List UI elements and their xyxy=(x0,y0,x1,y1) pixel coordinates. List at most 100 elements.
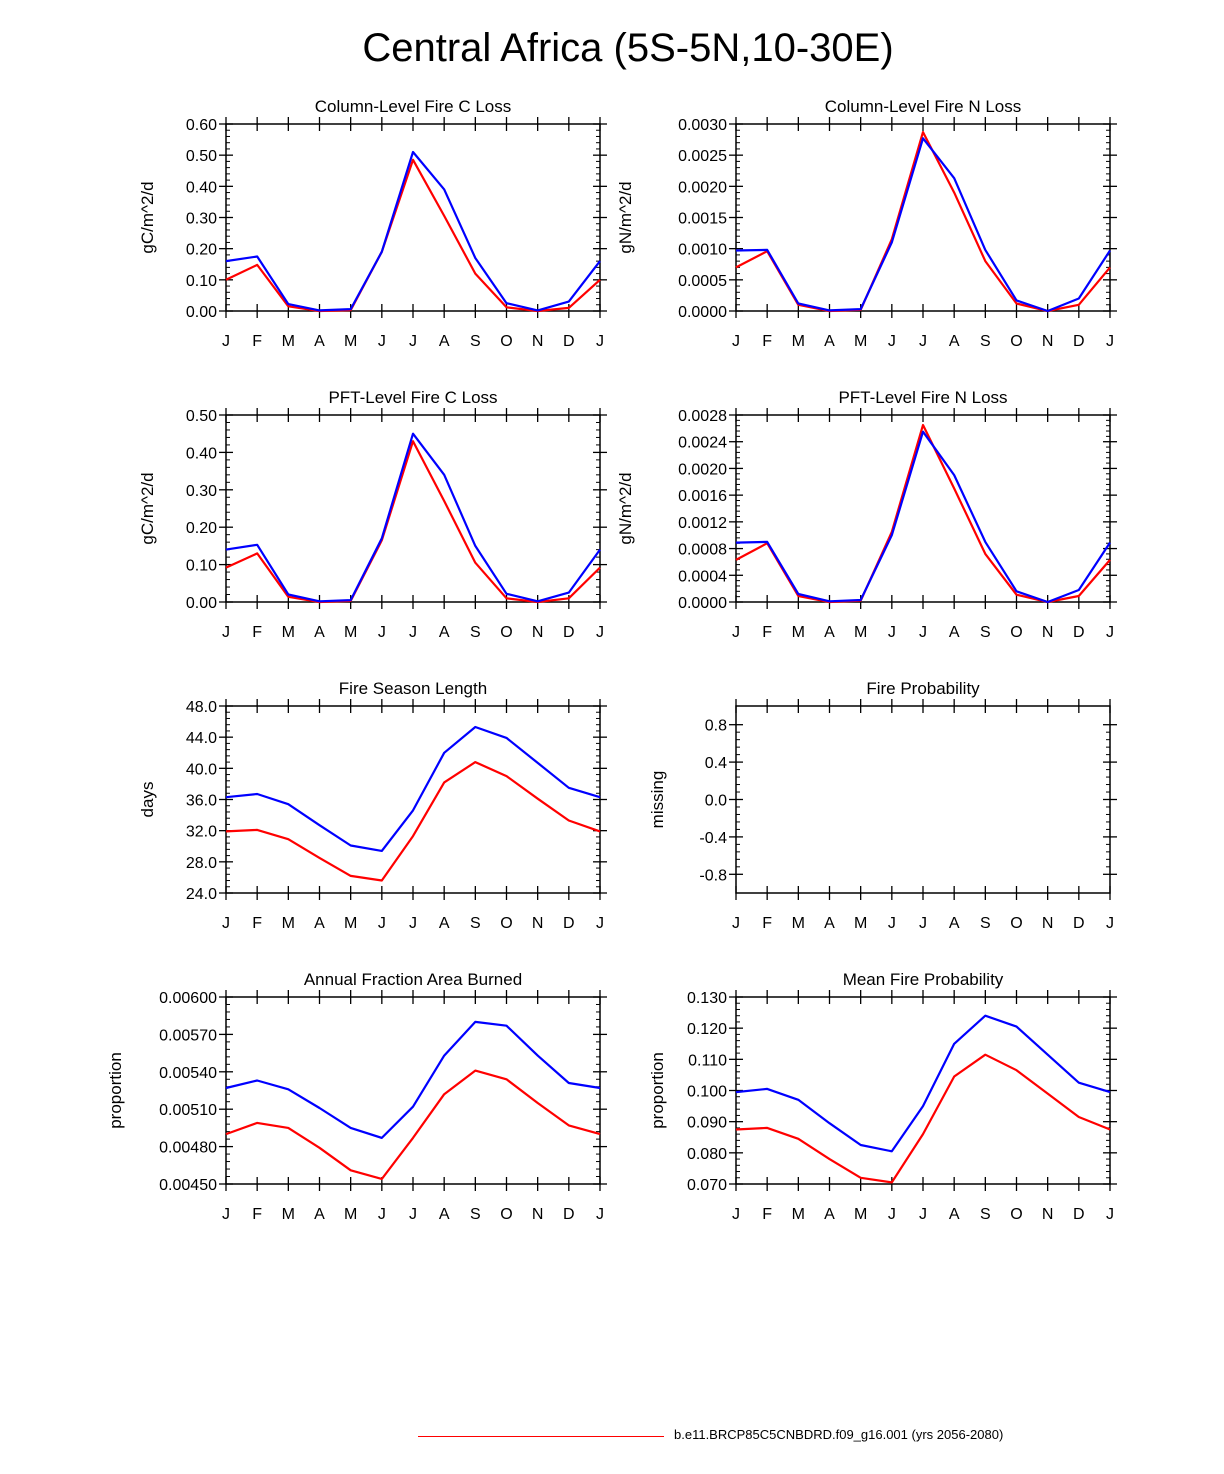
x-tick-label: F xyxy=(762,624,772,641)
x-tick-label: J xyxy=(378,1206,386,1223)
x-tick-label: F xyxy=(252,915,262,932)
y-tick-label: 0.50 xyxy=(186,148,217,165)
x-tick-label: A xyxy=(824,624,835,641)
y-tick-label: 0.0008 xyxy=(678,542,727,559)
x-tick-label: M xyxy=(282,624,295,641)
legend-line-swatch xyxy=(418,1436,664,1437)
y-tick-label: 0.0030 xyxy=(678,117,727,134)
series-line-red xyxy=(225,1069,601,1181)
y-tick-label: 0.070 xyxy=(687,1177,727,1194)
x-tick-label: N xyxy=(532,915,544,932)
y-tick-label: 0.40 xyxy=(186,445,217,462)
x-tick-label: J xyxy=(596,624,604,641)
y-tick-label: 44.0 xyxy=(186,730,217,747)
x-tick-label: D xyxy=(563,624,575,641)
x-tick-label: N xyxy=(532,333,544,350)
x-tick-label: J xyxy=(732,624,740,641)
series-line-blue xyxy=(735,1014,1111,1153)
x-tick-label: J xyxy=(409,1206,417,1223)
x-tick-label: J xyxy=(378,915,386,932)
chart-panel-5: J F M A M J J A S O N D J 24.0 28.0 32.0 36.0 40.0 44.0 48.… xyxy=(138,679,607,932)
x-tick-label: A xyxy=(439,915,450,932)
x-tick-label: J xyxy=(378,624,386,641)
panel-title: Fire Season Length xyxy=(339,679,487,698)
x-tick-label: N xyxy=(532,1206,544,1223)
x-tick-label: O xyxy=(500,624,512,641)
x-tick-label: M xyxy=(344,333,357,350)
chart-panel-4: J F M A M J J A S O N D J 0.0000 0.0004 0.0008 0.0012 0.0… xyxy=(616,388,1117,641)
y-tick-label: 0.100 xyxy=(687,1084,727,1101)
series-line-red xyxy=(735,131,1111,313)
x-tick-label: A xyxy=(439,1206,450,1223)
x-tick-label: A xyxy=(314,624,325,641)
series-line-blue xyxy=(225,432,601,603)
x-tick-label: J xyxy=(919,333,927,350)
x-tick-label: A xyxy=(314,333,325,350)
x-tick-label: F xyxy=(762,915,772,932)
legend-label: b.e11.BRCP85C5CNBDRD.f09_g16.001 (yrs 20… xyxy=(674,1427,1004,1442)
y-tick-label: 0.0024 xyxy=(678,435,727,452)
y-axis-label: proportion xyxy=(648,1052,667,1129)
x-tick-label: J xyxy=(732,915,740,932)
x-tick-label: A xyxy=(824,915,835,932)
x-tick-label: A xyxy=(824,333,835,350)
y-axis-label: days xyxy=(138,782,157,818)
x-tick-label: S xyxy=(980,624,991,641)
y-tick-label: 0.0005 xyxy=(678,273,727,290)
x-tick-label: F xyxy=(762,1206,772,1223)
y-tick-label: 0.30 xyxy=(186,483,217,500)
y-tick-label: 28.0 xyxy=(186,855,217,872)
x-tick-label: N xyxy=(1042,624,1054,641)
x-tick-label: J xyxy=(409,624,417,641)
x-tick-label: J xyxy=(1106,1206,1114,1223)
x-tick-label: J xyxy=(596,915,604,932)
plot-frame xyxy=(225,996,601,1185)
y-tick-label: 0.00570 xyxy=(159,1027,217,1044)
x-tick-label: D xyxy=(563,1206,575,1223)
figure-title: Central Africa (5S-5N,10-30E) xyxy=(362,26,894,70)
x-tick-label: O xyxy=(1010,624,1022,641)
x-tick-label: D xyxy=(1073,915,1085,932)
chart-panel-6: J F M A M J J A S O N D J -0.8 -0.4 0.0 0.4 0.8 Fire Proba… xyxy=(648,679,1117,932)
y-tick-label: 0.00510 xyxy=(159,1102,217,1119)
y-tick-label: 0.00600 xyxy=(159,990,217,1007)
y-tick-label: 0.0010 xyxy=(678,242,727,259)
x-tick-label: D xyxy=(1073,624,1085,641)
series-line-red xyxy=(225,440,601,604)
y-tick-label: 0.0000 xyxy=(678,304,727,321)
x-tick-label: O xyxy=(1010,915,1022,932)
y-tick-label: 0.0028 xyxy=(678,408,727,425)
x-tick-label: F xyxy=(252,624,262,641)
series-line-blue xyxy=(225,150,601,312)
y-axis-label: gC/m^2/d xyxy=(138,472,157,544)
y-tick-label: -0.4 xyxy=(699,830,727,847)
panel-title: PFT-Level Fire N Loss xyxy=(838,388,1007,407)
x-tick-label: M xyxy=(282,1206,295,1223)
series-line-blue xyxy=(735,430,1111,604)
series-line-blue xyxy=(225,1020,601,1140)
x-tick-label: N xyxy=(532,624,544,641)
x-tick-label: M xyxy=(792,915,805,932)
x-tick-label: J xyxy=(919,624,927,641)
panel-title: Mean Fire Probability xyxy=(843,970,1004,989)
x-tick-label: A xyxy=(949,1206,960,1223)
x-tick-label: M xyxy=(854,915,867,932)
y-tick-label: 0.080 xyxy=(687,1146,727,1163)
y-tick-label: 0.50 xyxy=(186,408,217,425)
x-tick-label: J xyxy=(888,915,896,932)
plot-frame xyxy=(735,705,1111,894)
x-tick-label: M xyxy=(792,624,805,641)
x-tick-label: D xyxy=(1073,1206,1085,1223)
x-tick-label: F xyxy=(252,333,262,350)
y-tick-label: 0.0012 xyxy=(678,515,727,532)
y-tick-label: 40.0 xyxy=(186,761,217,778)
chart-panel-3: J F M A M J J A S O N D J 0.00 0.10 0.20 0.30 0.40 0.50 PFT… xyxy=(138,388,607,641)
x-tick-label: M xyxy=(792,1206,805,1223)
y-tick-label: 0.8 xyxy=(705,718,727,735)
x-tick-label: J xyxy=(888,333,896,350)
x-tick-label: M xyxy=(344,915,357,932)
y-axis-label: gN/m^2/d xyxy=(616,181,635,253)
x-tick-label: M xyxy=(344,1206,357,1223)
x-tick-label: A xyxy=(439,333,450,350)
x-tick-label: J xyxy=(409,333,417,350)
